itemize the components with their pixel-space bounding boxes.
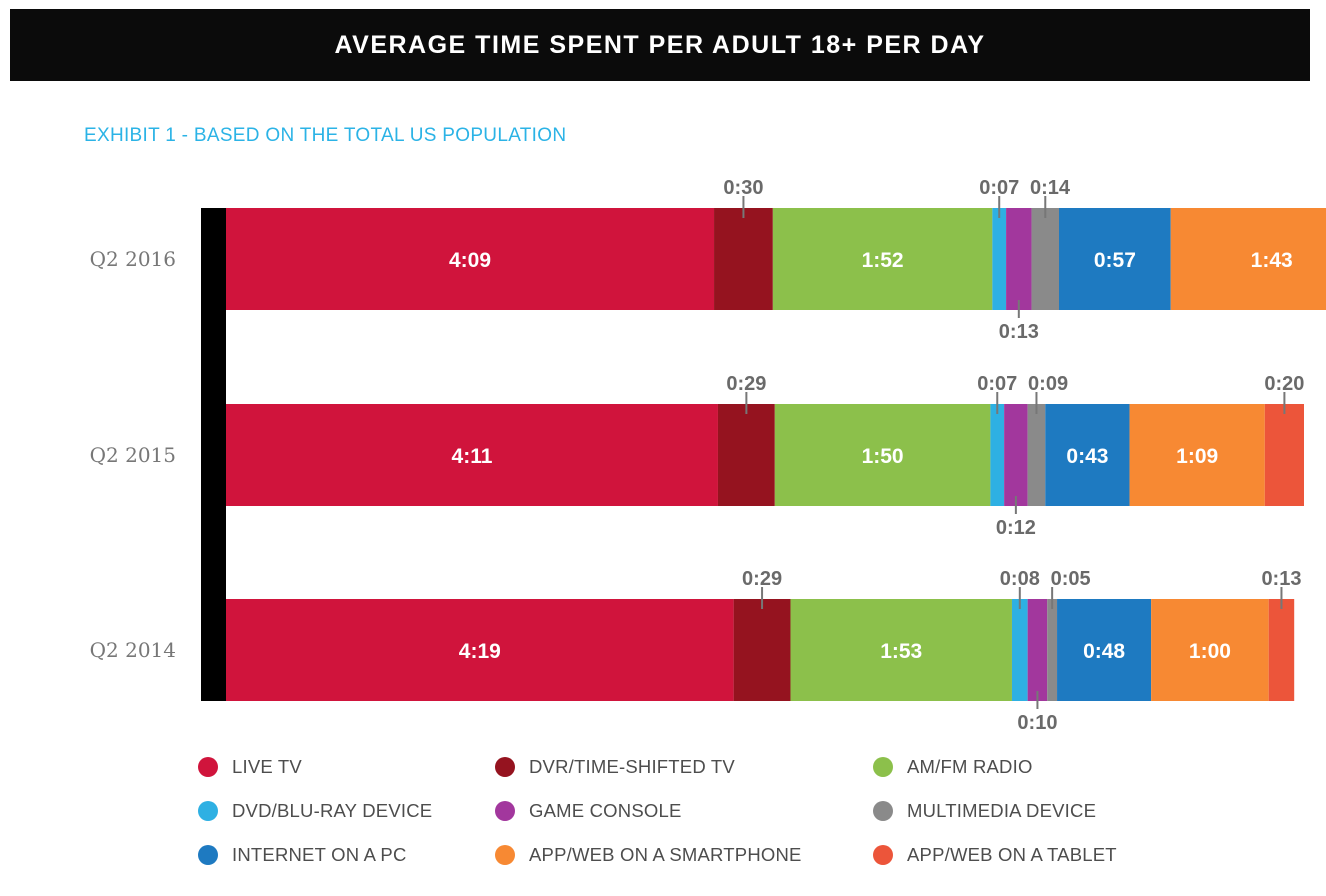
data-label-app-web-on-a-smartphone: 1:09 [1176, 445, 1218, 468]
bar-app-web-on-a-smartphone [1151, 599, 1269, 701]
legend-swatch [873, 757, 893, 777]
legend-swatch [198, 757, 218, 777]
legend-item-live-tv: LIVE TV [198, 756, 495, 778]
legend-label: MULTIMEDIA DEVICE [907, 800, 1097, 821]
bar-app-web-on-a-smartphone [1170, 208, 1326, 310]
data-label-app-web-on-a-smartphone: 1:00 [1189, 640, 1231, 663]
data-label-multimedia-device: 0:14 [1030, 177, 1071, 199]
data-label-dvd-blu-ray-device: 0:07 [979, 177, 1019, 199]
data-label-multimedia-device: 0:09 [1028, 373, 1068, 395]
data-label-am-fm-radio: 1:50 [862, 445, 904, 468]
legend-item-am-fm-radio: AM/FM RADIO [873, 756, 1173, 778]
bar-multimedia-device [1031, 208, 1059, 310]
bar-multimedia-device [1027, 404, 1046, 506]
data-label-internet-on-a-pc: 0:43 [1066, 445, 1108, 468]
bar-live-tv [226, 599, 734, 701]
category-label: Q2 2014 [90, 638, 176, 662]
legend-swatch [873, 801, 893, 821]
bar-live-tv [226, 208, 715, 310]
bar-dvd-blu-ray-device [1011, 599, 1028, 701]
data-label-dvd-blu-ray-device: 0:07 [977, 373, 1017, 395]
bar-dvd-blu-ray-device [992, 208, 1007, 310]
bar-game-console [1006, 208, 1032, 310]
title-banner: AVERAGE TIME SPENT PER ADULT 18+ PER DAY [10, 9, 1310, 81]
data-label-dvr-time-shifted-tv: 0:30 [723, 177, 763, 199]
data-label-game-console: 0:10 [1017, 712, 1057, 734]
bar-am-fm-radio [790, 599, 1012, 701]
data-label-live-tv: 4:09 [449, 249, 491, 272]
bar-game-console [1027, 599, 1048, 701]
legend-item-app-web-on-a-smartphone: APP/WEB ON A SMARTPHONE [495, 844, 873, 866]
legend-swatch [873, 845, 893, 865]
legend-swatch [495, 801, 515, 821]
bar-am-fm-radio [772, 208, 993, 310]
legend-label: DVD/BLU-RAY DEVICE [232, 800, 433, 821]
category-label: Q2 2016 [90, 247, 176, 271]
legend-item-game-console: GAME CONSOLE [495, 800, 873, 822]
data-label-am-fm-radio: 1:53 [880, 640, 922, 663]
legend-item-app-web-on-a-tablet: APP/WEB ON A TABLET [873, 844, 1173, 866]
legend-label: LIVE TV [232, 756, 302, 777]
bar-app-web-on-a-tablet [1264, 404, 1304, 506]
data-label-live-tv: 4:11 [452, 445, 493, 468]
legend-swatch [198, 845, 218, 865]
data-label-dvd-blu-ray-device: 0:08 [1000, 568, 1040, 590]
chart-title: AVERAGE TIME SPENT PER ADULT 18+ PER DAY [334, 30, 986, 59]
legend-label: GAME CONSOLE [529, 800, 682, 821]
category-label: Q2 2015 [90, 443, 176, 467]
chart-legend: LIVE TV DVR/TIME-SHIFTED TV AM/FM RADIO DVD… [198, 756, 1178, 866]
legend-item-multimedia-device: MULTIMEDIA DEVICE [873, 800, 1173, 822]
data-label-multimedia-device: 0:05 [1051, 568, 1091, 590]
data-label-dvr-time-shifted-tv: 0:29 [742, 568, 782, 590]
legend-swatch [198, 801, 218, 821]
legend-item-dvr-time-shifted-tv: DVR/TIME-SHIFTED TV [495, 756, 873, 778]
bar-internet-on-a-pc [1059, 208, 1171, 310]
legend-swatch [495, 757, 515, 777]
legend-label: APP/WEB ON A TABLET [907, 844, 1117, 865]
data-label-app-web-on-a-tablet: 0:13 [1261, 568, 1301, 590]
stacked-bar-chart: Q2 20164:091:520:571:430:300:070:140:320… [90, 177, 1326, 734]
data-label-game-console: 0:12 [996, 517, 1036, 539]
bar-dvr-time-shifted-tv [717, 404, 775, 506]
bar-app-web-on-a-smartphone [1129, 404, 1265, 506]
axis-bar [201, 208, 226, 701]
bar-am-fm-radio [774, 404, 991, 506]
legend-item-internet-on-a-pc: INTERNET ON A PC [198, 844, 495, 866]
bar-dvr-time-shifted-tv [714, 208, 773, 310]
bar-multimedia-device [1047, 599, 1058, 701]
bar-game-console [1004, 404, 1028, 506]
legend-label: INTERNET ON A PC [232, 844, 407, 865]
data-label-app-web-on-a-tablet: 0:20 [1264, 373, 1304, 395]
legend-label: APP/WEB ON A SMARTPHONE [529, 844, 802, 865]
legend-swatch [495, 845, 515, 865]
data-label-internet-on-a-pc: 0:48 [1083, 640, 1125, 663]
bar-live-tv [226, 404, 718, 506]
bar-dvd-blu-ray-device [990, 404, 1005, 506]
chart-subtitle: EXHIBIT 1 - BASED ON THE TOTAL US POPULA… [84, 125, 567, 146]
data-label-am-fm-radio: 1:52 [862, 249, 904, 272]
bar-internet-on-a-pc [1045, 404, 1130, 506]
data-label-internet-on-a-pc: 0:57 [1094, 249, 1136, 272]
data-label-dvr-time-shifted-tv: 0:29 [726, 373, 766, 395]
bar-app-web-on-a-tablet [1268, 599, 1295, 701]
legend-item-dvd-blu-ray-device: DVD/BLU-RAY DEVICE [198, 800, 495, 822]
data-label-game-console: 0:13 [999, 321, 1039, 343]
legend-label: AM/FM RADIO [907, 756, 1033, 777]
bar-internet-on-a-pc [1057, 599, 1152, 701]
bar-dvr-time-shifted-tv [733, 599, 791, 701]
legend-label: DVR/TIME-SHIFTED TV [529, 756, 735, 777]
data-label-app-web-on-a-smartphone: 1:43 [1251, 249, 1293, 272]
data-label-live-tv: 4:19 [459, 640, 501, 663]
